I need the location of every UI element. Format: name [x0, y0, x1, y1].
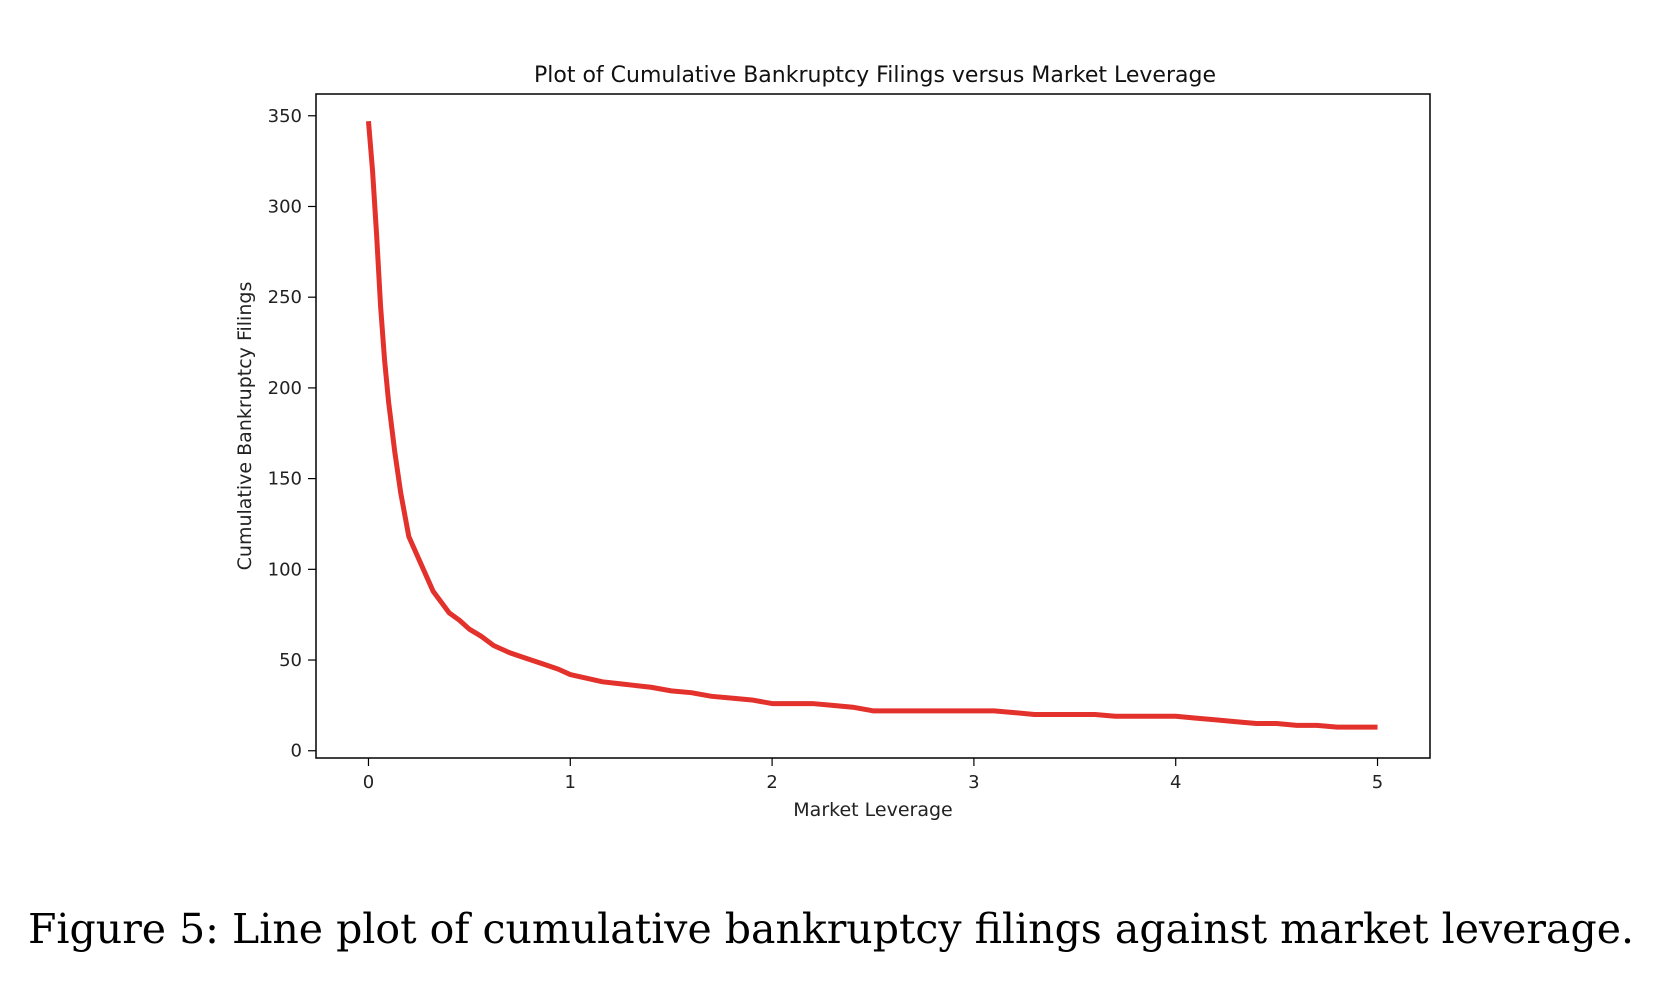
x-tick-label: 4	[1170, 772, 1181, 793]
y-tick-label: 250	[268, 287, 302, 308]
y-tick-label: 150	[268, 469, 302, 490]
plot-frame	[315, 93, 1431, 759]
x-axis-label: Market Leverage	[793, 799, 952, 821]
y-tick-label: 0	[291, 741, 302, 762]
y-tick-label: 100	[268, 559, 302, 580]
x-tick-label: 2	[766, 772, 777, 793]
x-axis: 0 1 2 3 4 5	[363, 758, 1383, 793]
y-tick-label: 350	[268, 106, 302, 127]
y-tick-label: 50	[279, 650, 302, 671]
series-line	[365, 121, 1378, 730]
line-chart: Plot of Cumulative Bankruptcy Filings ve…	[234, 63, 1431, 821]
x-tick-label: 1	[565, 772, 576, 793]
y-axis-label: Cumulative Bankruptcy Filings	[234, 282, 256, 571]
y-axis: 0 50 100 150 200 250 300 350	[268, 106, 316, 762]
chart-title: Plot of Cumulative Bankruptcy Filings ve…	[534, 63, 1216, 88]
x-tick-label: 0	[363, 772, 374, 793]
x-tick-label: 3	[968, 772, 979, 793]
y-tick-label: 200	[268, 378, 302, 399]
x-tick-label: 5	[1372, 772, 1383, 793]
figure-caption: Figure 5: Line plot of cumulative bankru…	[27, 905, 1635, 953]
y-tick-label: 300	[268, 196, 302, 217]
